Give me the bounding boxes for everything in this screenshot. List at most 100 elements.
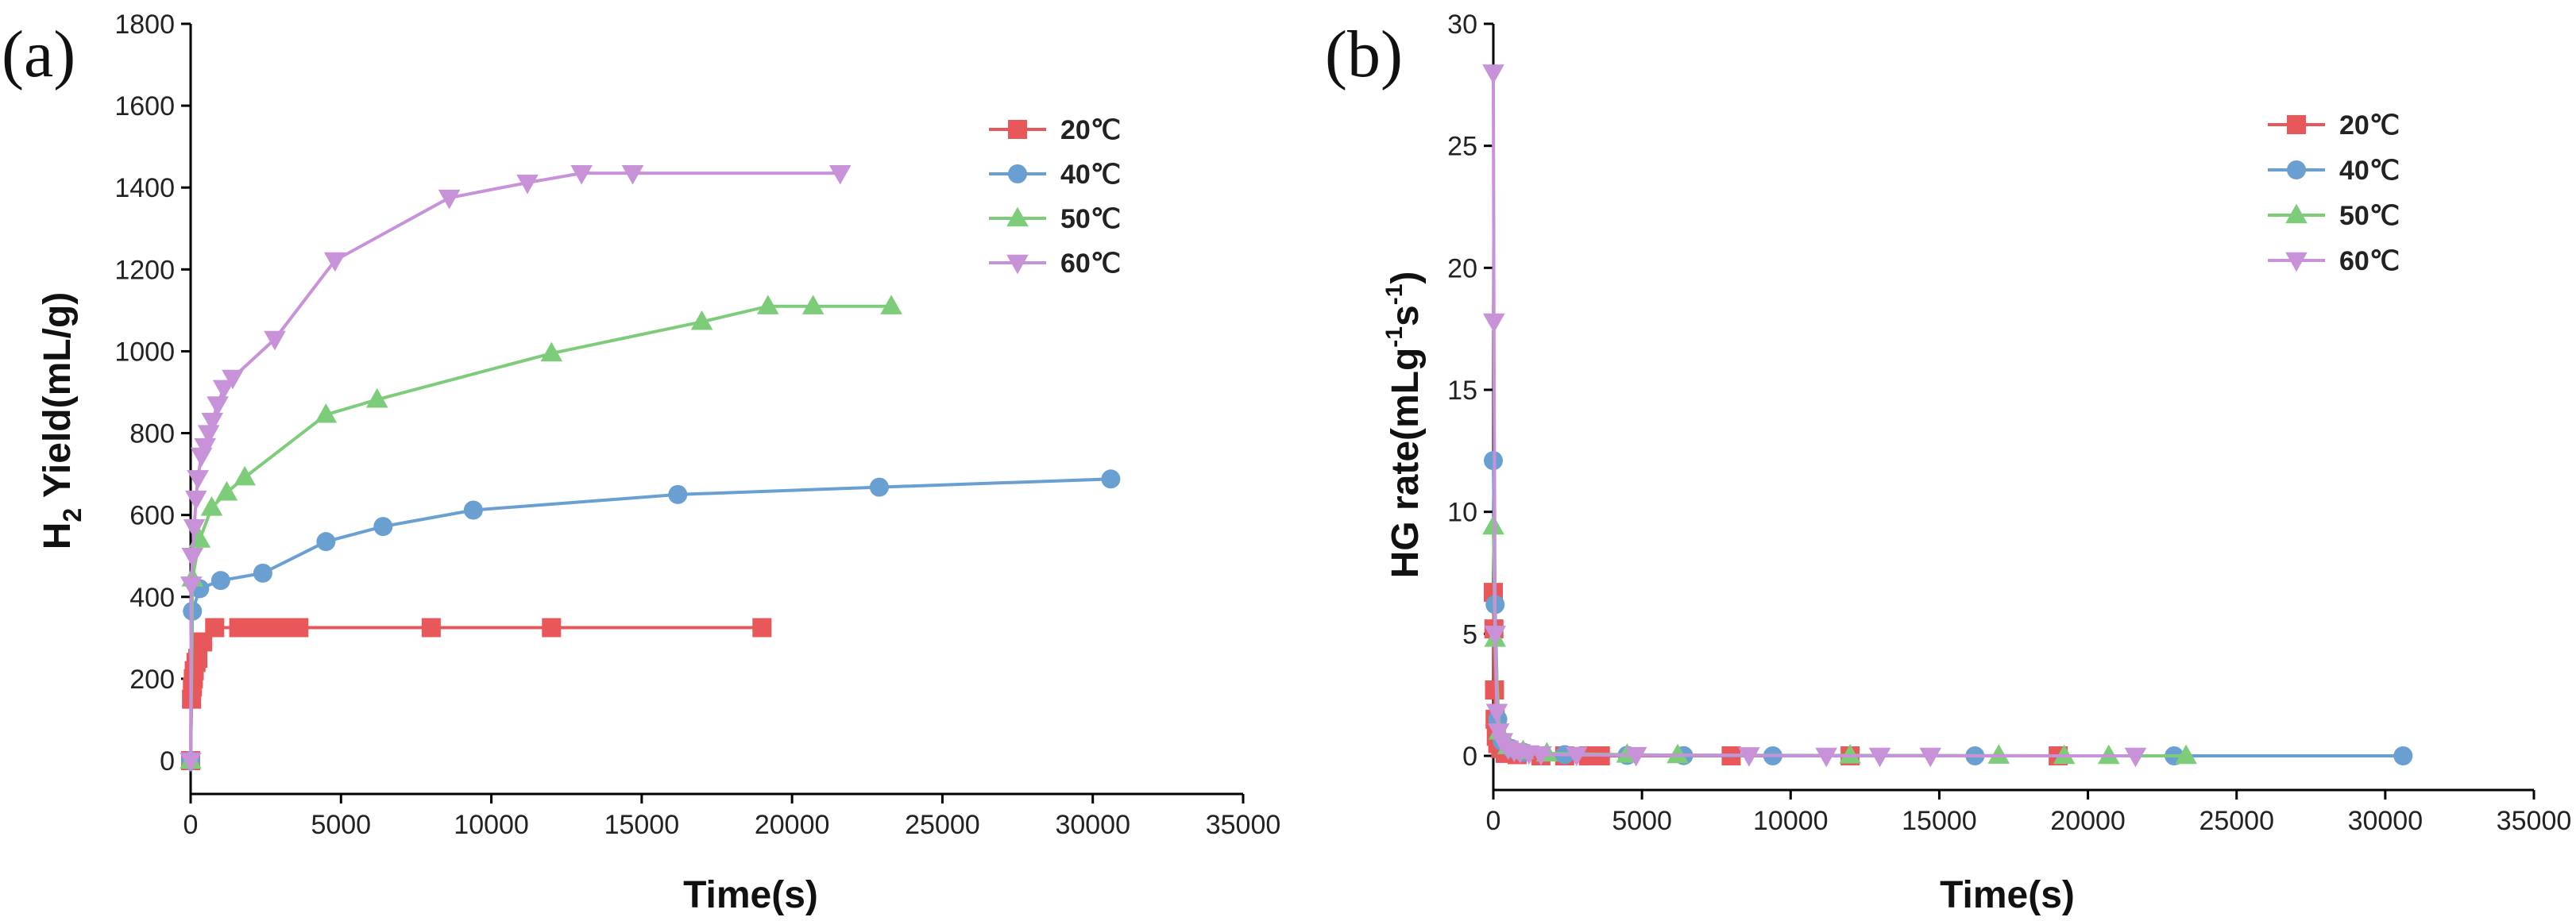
data-point <box>2053 744 2076 765</box>
data-point <box>1485 680 1504 700</box>
data-point <box>540 341 563 362</box>
data-point <box>463 500 483 520</box>
series-line <box>189 304 892 761</box>
data-point <box>2393 746 2413 765</box>
data-point <box>1482 64 1504 84</box>
data-point <box>200 495 223 516</box>
series-line <box>189 626 763 761</box>
data-point <box>516 174 539 195</box>
legend-label: 60℃ <box>2339 246 2400 276</box>
y-tick-label: 0 <box>1462 742 1477 772</box>
x-tick-label: 35000 <box>2497 806 2572 836</box>
data-point <box>2097 744 2120 765</box>
x-tick-label: 10000 <box>1753 806 1829 836</box>
panel-a-y-axis-title: H2 Yield(mL/g) <box>37 292 87 549</box>
legend: 20℃ 40℃ 50℃ 60℃ <box>2268 110 2400 276</box>
y-tick-label: 1400 <box>114 173 175 203</box>
series-b-1 <box>1484 451 2413 765</box>
data-point <box>542 618 562 638</box>
x-tick-label: 35000 <box>1206 810 1281 840</box>
series-line <box>1492 526 2187 757</box>
series-a-2 <box>180 295 902 769</box>
data-point <box>183 518 206 539</box>
data-point <box>828 164 852 185</box>
data-point <box>207 396 229 416</box>
panel-a-x-axis-title: Time(s) <box>683 874 818 916</box>
data-point <box>1484 626 1507 645</box>
y-tick-label: 600 <box>129 501 175 531</box>
panel-a-y-title-main: H <box>37 522 79 550</box>
y-tick-label: 10 <box>1447 498 1477 528</box>
panel-b-label: (b) <box>1325 17 1403 91</box>
data-point <box>1530 746 1552 766</box>
data-point <box>1666 743 1689 764</box>
panel-b-y-title-end: ) <box>1385 272 1427 284</box>
x-tick-label: 0 <box>1486 806 1501 836</box>
x-tick-label: 0 <box>183 810 199 840</box>
data-point <box>421 618 441 638</box>
panel-b-y-title-sup1: -1 <box>1381 326 1408 348</box>
data-point <box>180 576 203 596</box>
y-tick-label: 30 <box>1447 10 1477 40</box>
data-point <box>373 517 393 537</box>
series-line <box>1492 460 2404 757</box>
data-point <box>315 403 338 423</box>
series-line <box>1492 592 2059 757</box>
series-line <box>189 171 840 761</box>
data-point <box>757 295 779 314</box>
legend-marker <box>2287 160 2306 179</box>
data-point <box>323 252 346 272</box>
x-tick-label: 15000 <box>604 810 680 840</box>
legend-label: 50℃ <box>2339 201 2400 231</box>
data-point <box>194 437 216 458</box>
y-tick-label: 5 <box>1462 619 1477 649</box>
data-point <box>234 465 256 486</box>
panel-b: (b) HG rate(mLg-1s-1) Time(s) 0510152025… <box>1325 10 2571 916</box>
data-point <box>1566 746 1588 767</box>
x-tick-label: 20000 <box>2050 806 2126 836</box>
x-tick-label: 25000 <box>2199 806 2274 836</box>
data-point <box>316 532 336 552</box>
data-point <box>181 548 204 568</box>
panel-b-x-axis-title: Time(s) <box>1940 874 2075 916</box>
series-b-0 <box>1484 583 2068 765</box>
data-point <box>187 470 209 490</box>
data-point <box>197 425 220 445</box>
data-point <box>180 752 202 773</box>
panel-a-y-title-sub: 2 <box>58 508 87 522</box>
series-a-0 <box>181 618 772 770</box>
data-point <box>668 484 688 504</box>
y-tick-label: 200 <box>129 665 175 695</box>
series-b-2 <box>1482 514 2197 765</box>
data-point <box>264 330 286 351</box>
legend-marker <box>1006 206 1029 227</box>
legend-label: 40℃ <box>2339 156 2400 186</box>
data-point <box>1919 747 1941 768</box>
data-point <box>1987 744 2010 764</box>
data-point <box>438 189 461 210</box>
panel-a-plot-area: 0 200 400 600 800 1000 1200 1400 1600 1800 0 5000 10… <box>114 10 1280 840</box>
y-tick-label: 25 <box>1447 132 1477 162</box>
y-tick-label: 800 <box>129 419 175 449</box>
data-point <box>289 618 309 638</box>
data-point <box>801 295 825 314</box>
legend-label: 20℃ <box>1060 115 1121 145</box>
data-point <box>1868 747 1891 768</box>
legend-label: 60℃ <box>1060 249 1121 279</box>
legend-marker <box>1008 120 1027 139</box>
panel-a: (a) H2 Yield(mL/g) Time(s) 0 200 400 600 800… <box>2 10 1280 916</box>
panel-b-y-title-mid: s <box>1385 305 1427 326</box>
data-point <box>2175 744 2197 765</box>
series-b-3 <box>1482 64 2147 768</box>
data-point <box>205 618 225 638</box>
data-point <box>752 618 772 638</box>
panel-b-y-axis-title: HG rate(mLg-1s-1) <box>1381 272 1427 579</box>
legend-marker <box>1006 254 1029 275</box>
panel-a-label: (a) <box>2 17 75 91</box>
legend-marker <box>2285 203 2308 224</box>
y-tick-label: 20 <box>1447 253 1477 283</box>
data-point <box>1738 747 1760 767</box>
data-point <box>210 571 230 591</box>
data-point <box>880 295 902 314</box>
